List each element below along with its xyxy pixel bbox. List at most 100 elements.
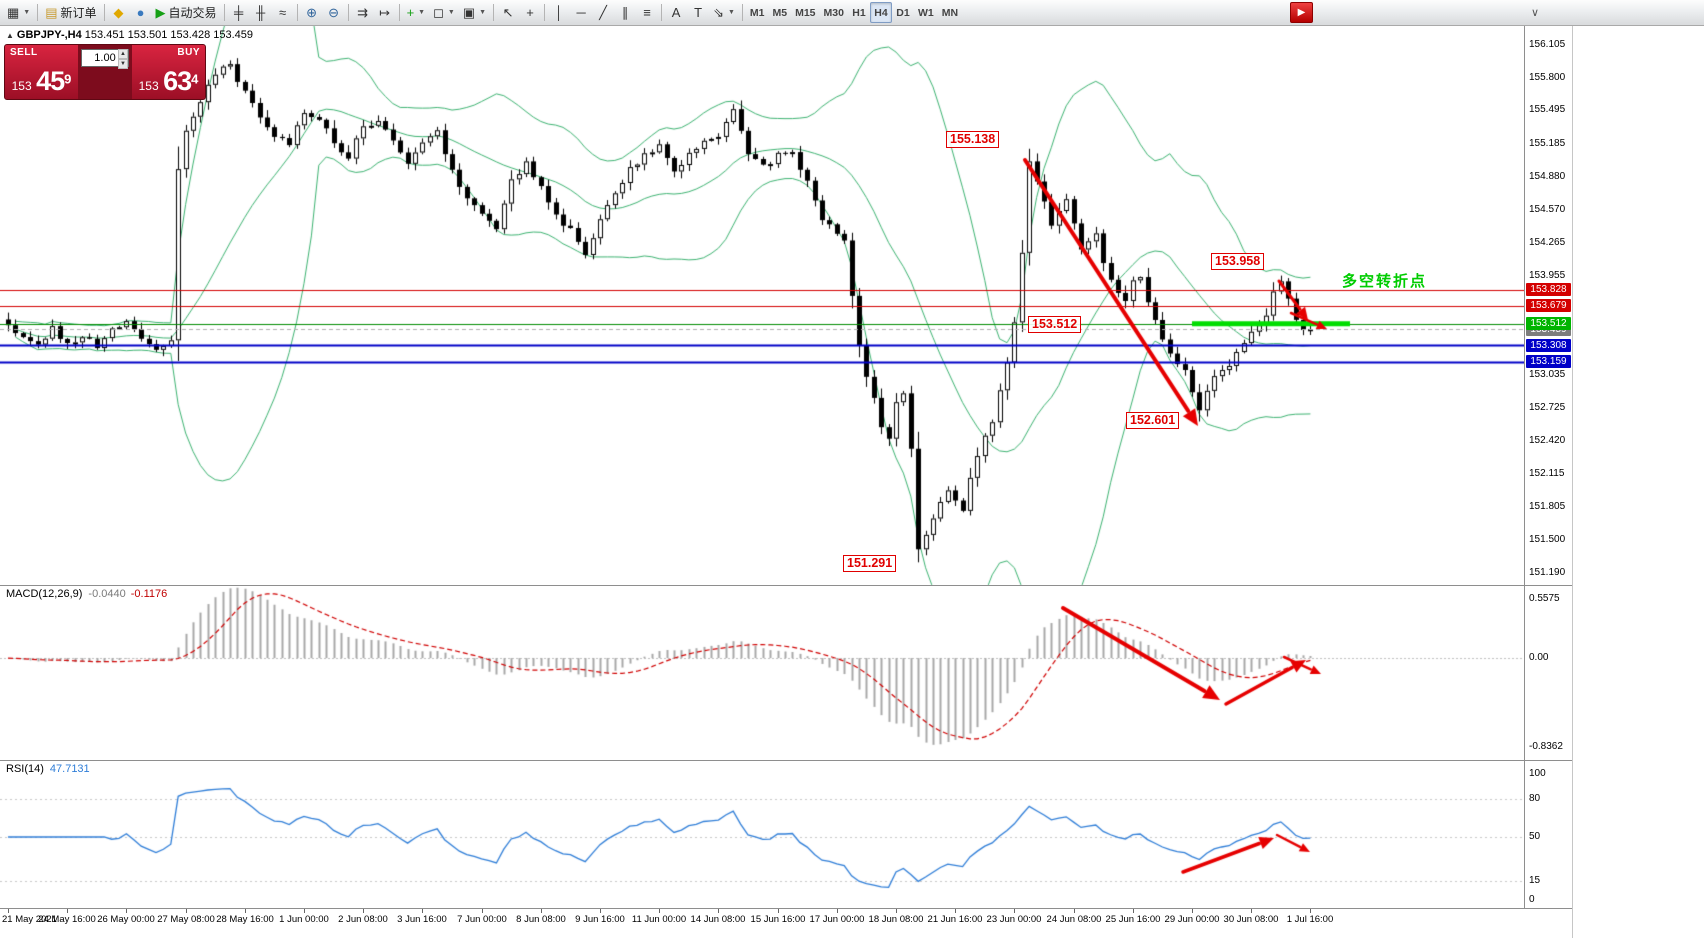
horizontal-line-button[interactable]: ─ xyxy=(570,2,592,23)
bar-chart-button[interactable]: ╪ xyxy=(228,2,250,23)
sell-button[interactable]: SELL 153 459 xyxy=(5,45,78,99)
tf-h4[interactable]: H4 xyxy=(869,2,892,23)
line-chart-button[interactable]: ≈ xyxy=(272,2,294,23)
profiles-icon: ● xyxy=(136,5,145,20)
label-icon: T xyxy=(694,5,703,20)
macd-value-main: -0.0440 xyxy=(88,588,126,600)
scroll-to-end-button[interactable]: ▶ xyxy=(1290,2,1313,23)
time-label: 24 May 16:00 xyxy=(38,914,96,925)
channel-button[interactable]: ∥ xyxy=(614,2,636,23)
price-annotation[interactable]: 152.601 xyxy=(1126,412,1180,429)
price-annotation[interactable]: 153.512 xyxy=(1028,316,1082,333)
price-tick: 154.570 xyxy=(1529,203,1566,215)
candlestick-chart-button[interactable]: ╫ xyxy=(250,2,272,23)
panel-separator-macd[interactable] xyxy=(0,585,1572,586)
macd-scale-tick: -0.8362 xyxy=(1529,741,1563,753)
cursor-button[interactable]: ↖ xyxy=(497,2,519,23)
price-tick: 155.800 xyxy=(1529,71,1566,83)
time-tick xyxy=(8,909,9,913)
chart-shift-button[interactable]: ↦ xyxy=(374,2,396,23)
favorites-button[interactable]: ◆ xyxy=(108,2,130,23)
lot-size-area: ▲▼ xyxy=(78,45,132,99)
zoom-in-icon: ⊕ xyxy=(306,5,318,20)
price-annotation[interactable]: 155.138 xyxy=(946,131,1000,148)
toolbar-overflow-button[interactable]: ∨ xyxy=(1530,7,1540,19)
tf-d1[interactable]: D1 xyxy=(892,2,914,23)
vertical-line-button[interactable]: │ xyxy=(548,2,570,23)
lot-size-input[interactable] xyxy=(81,49,129,67)
price-chart-canvas[interactable] xyxy=(0,26,1525,908)
tf-w1[interactable]: W1 xyxy=(914,2,938,23)
time-tick xyxy=(186,909,187,913)
tf-h1[interactable]: H1 xyxy=(848,2,870,23)
chart-window-button[interactable]: ▦ ▼ xyxy=(3,2,34,23)
lot-up-button[interactable]: ▲ xyxy=(118,49,128,59)
dropdown-caret-icon: ▼ xyxy=(727,9,735,16)
price-tick: 155.185 xyxy=(1529,137,1566,149)
time-tick xyxy=(600,909,601,913)
time-tick xyxy=(245,909,246,913)
trendline-button[interactable]: ╱ xyxy=(592,2,614,23)
turning-point-note[interactable]: 多空转折点 xyxy=(1342,273,1428,290)
rsi-scale-tick: 0 xyxy=(1529,894,1535,905)
ohlc-values: 153.451 153.501 153.428 153.459 xyxy=(84,29,254,41)
price-tick: 156.105 xyxy=(1529,38,1566,50)
candlestick-chart-icon: ╫ xyxy=(255,5,266,20)
buy-button[interactable]: BUY 153 634 xyxy=(132,45,205,99)
fibonacci-button[interactable]: ≡ xyxy=(636,2,658,23)
tf-m15[interactable]: M15 xyxy=(791,2,819,23)
tf-mn[interactable]: MN xyxy=(938,2,962,23)
time-label: 1 Jul 16:00 xyxy=(1286,914,1334,925)
panel-separator-rsi[interactable] xyxy=(0,760,1572,761)
sell-label: SELL xyxy=(10,47,38,58)
tf-m1[interactable]: M1 xyxy=(746,2,769,23)
arrows-button[interactable]: ⇘ ▼ xyxy=(709,2,739,23)
autotrading-button[interactable]: ▶ 自动交易 xyxy=(152,2,221,23)
profiles-button[interactable]: ● xyxy=(130,2,152,23)
price-tick: 153.035 xyxy=(1529,368,1566,380)
time-label: 7 Jun 00:00 xyxy=(457,914,507,925)
tf-m30-label: M30 xyxy=(823,6,844,19)
price-tick: 152.115 xyxy=(1529,467,1565,479)
time-tick xyxy=(1074,909,1075,913)
auto-scroll-button[interactable]: ⇉ xyxy=(352,2,374,23)
price-annotation[interactable]: 153.958 xyxy=(1211,253,1265,270)
dropdown-caret-icon: ▼ xyxy=(23,9,31,16)
indicators-icon: + xyxy=(406,5,415,20)
symbol-label: GBPJPY-,H4 xyxy=(16,29,82,41)
toolbar-separator xyxy=(544,4,546,21)
text-button[interactable]: A xyxy=(665,2,687,23)
dropdown-caret-icon: ▼ xyxy=(447,9,455,16)
time-tick xyxy=(363,909,364,913)
time-label: 21 Jun 16:00 xyxy=(927,914,983,925)
zoom-out-button[interactable]: ⊖ xyxy=(323,2,345,23)
tf-m5[interactable]: M5 xyxy=(769,2,792,23)
price-scale[interactable]: 156.105 155.800 155.495 155.185 154.880 154.5… xyxy=(1525,26,1572,908)
time-axis[interactable]: 21 May 2021 24 May 16:00 26 May 00:00 27 Ma… xyxy=(0,908,1572,938)
time-tick xyxy=(1133,909,1134,913)
indicators-button[interactable]: + ▼ xyxy=(403,2,430,23)
templates-button[interactable]: ▣ ▼ xyxy=(459,2,490,23)
lot-steppers: ▲ ▼ xyxy=(118,49,128,69)
crosshair-button[interactable]: + xyxy=(519,2,541,23)
rsi-indicator-label: RSI(14) 47.7131 xyxy=(6,763,90,775)
new-order-button[interactable]: ▤ 新订单 xyxy=(41,2,100,23)
chart-shift-icon: ↦ xyxy=(379,5,391,20)
toolbar-separator xyxy=(37,4,39,21)
time-label: 21 May 2021 xyxy=(2,914,57,925)
price-scale-border xyxy=(1524,26,1525,908)
time-tick xyxy=(955,909,956,913)
toolbar-separator xyxy=(296,4,298,21)
tf-m30[interactable]: M30 xyxy=(820,2,848,23)
buy-price-sup: 4 xyxy=(191,71,199,87)
zoom-in-button[interactable]: ⊕ xyxy=(301,2,323,23)
dropdown-caret-icon: ▼ xyxy=(479,9,487,16)
label-button[interactable]: T xyxy=(687,2,709,23)
time-label: 25 Jun 16:00 xyxy=(1105,914,1161,925)
price-annotation[interactable]: 151.291 xyxy=(843,555,897,572)
favorites-icon: ◆ xyxy=(113,5,124,20)
periods-button[interactable]: ◻ ▼ xyxy=(429,2,459,23)
macd-name: MACD(12,26,9) xyxy=(6,588,83,600)
lot-down-button[interactable]: ▼ xyxy=(118,59,128,69)
